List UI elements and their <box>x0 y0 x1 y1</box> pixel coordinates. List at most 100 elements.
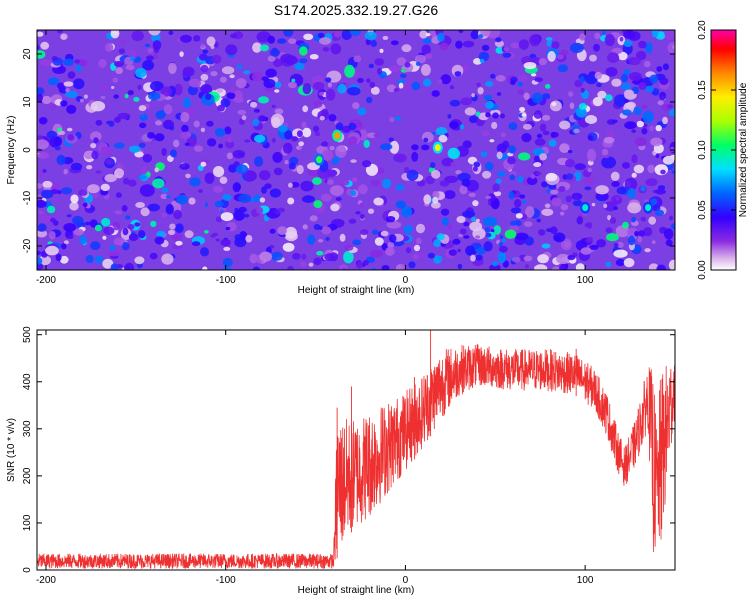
heatmap-cell <box>596 239 607 248</box>
heatmap-cell <box>300 261 307 268</box>
heatmap-cell <box>515 213 523 219</box>
heatmap-cell <box>508 145 516 154</box>
heatmap-cell <box>649 74 659 84</box>
heatmap-cell <box>491 121 498 130</box>
heatmap-cell <box>465 245 475 256</box>
colorbar-tick-label: 0.20 <box>697 20 708 40</box>
heatmap-cell <box>180 131 191 140</box>
heatmap-cell <box>578 103 587 110</box>
heatmap-cell <box>478 51 490 62</box>
heatmap-cell <box>175 223 184 234</box>
heatmap-cell <box>46 205 56 214</box>
heatmap-cell <box>148 92 161 101</box>
heatmap-cell <box>253 108 260 113</box>
heatmap-cell <box>296 146 301 150</box>
heatmap-cell <box>436 233 445 241</box>
heatmap-cell <box>463 235 470 239</box>
heatmap-cell <box>238 206 247 213</box>
colorbar-tick-label: 0.15 <box>697 80 708 100</box>
heatmap-cell <box>38 210 44 215</box>
heatmap-cell <box>508 191 515 200</box>
heatmap-cell <box>622 221 629 229</box>
heatmap-cell <box>382 178 392 189</box>
heatmap-cell <box>200 127 206 133</box>
heatmap-cell <box>111 86 115 89</box>
heatmap-cell <box>390 40 399 46</box>
snr-x-label: Height of straight line (km) <box>298 585 415 596</box>
heatmap-cell <box>250 101 258 108</box>
heatmap-cell <box>498 242 503 247</box>
heatmap-cell <box>147 132 155 139</box>
heatmap-cell <box>669 146 675 152</box>
heatmap-cell <box>522 123 532 130</box>
heatmap-cell <box>359 202 365 207</box>
heatmap-cell <box>627 187 636 199</box>
heatmap-cell <box>351 176 358 183</box>
heatmap-cell <box>216 88 224 93</box>
heatmap-cell <box>90 207 95 211</box>
heatmap-cells <box>37 30 675 270</box>
heatmap-cell <box>662 116 668 125</box>
heatmap-cell <box>456 216 466 223</box>
snr-y-tick-label: 200 <box>22 467 33 484</box>
heatmap-cell <box>90 131 102 142</box>
heatmap-cell <box>499 245 508 253</box>
heatmap-y-tick-label: 0 <box>22 147 33 153</box>
heatmap-cell <box>423 137 429 143</box>
heatmap-cell <box>380 230 389 237</box>
heatmap-cell <box>560 238 572 251</box>
heatmap-cell <box>142 59 155 71</box>
heatmap-cell <box>421 44 431 55</box>
heatmap-cell <box>100 95 106 100</box>
heatmap-cell <box>302 105 309 113</box>
heatmap-cell <box>387 242 395 249</box>
heatmap-cell <box>476 247 486 255</box>
heatmap-cell <box>183 97 191 109</box>
heatmap-cell <box>594 71 602 80</box>
heatmap-cell <box>550 189 559 195</box>
heatmap-cell <box>389 140 400 154</box>
heatmap-cell <box>147 48 154 54</box>
heatmap-cell <box>610 171 620 181</box>
heatmap-cell <box>206 138 217 147</box>
heatmap-cell <box>284 160 289 165</box>
heatmap-cell <box>200 84 212 95</box>
heatmap-cell <box>163 104 173 115</box>
heatmap-cell <box>226 152 234 160</box>
heatmap-cell <box>398 82 404 89</box>
snr-y-tick-label: 0 <box>22 567 33 573</box>
heatmap-cell <box>67 234 74 239</box>
heatmap-cell <box>60 100 68 107</box>
heatmap-cell <box>490 73 496 79</box>
heatmap-cell <box>447 224 453 230</box>
heatmap-y-axis: -20 -10 0 10 20 <box>22 48 675 253</box>
heatmap-cell <box>79 98 84 103</box>
heatmap-cell <box>120 38 127 45</box>
heatmap-cell <box>302 83 312 95</box>
heatmap-cell <box>584 222 590 228</box>
heatmap-cell <box>579 33 586 41</box>
heatmap-cell <box>518 152 531 161</box>
heatmap-cell <box>258 115 266 122</box>
heatmap-cell <box>589 54 597 62</box>
heatmap-cell <box>452 238 461 245</box>
heatmap-cell <box>45 245 59 256</box>
heatmap-cell <box>38 117 48 125</box>
heatmap-cell <box>431 201 441 209</box>
heatmap-cell <box>541 243 551 249</box>
figure-title: S174.2025.332.19.27.G26 <box>274 2 438 18</box>
heatmap-cell <box>370 39 377 48</box>
heatmap-cell <box>560 49 569 56</box>
heatmap-cell <box>422 38 432 44</box>
heatmap-cell <box>332 158 339 165</box>
heatmap-cell <box>546 189 551 194</box>
heatmap-cell <box>243 70 251 75</box>
heatmap-cell <box>215 216 223 223</box>
heatmap-cell <box>341 30 352 41</box>
heatmap-cell <box>603 203 608 209</box>
heatmap-cell <box>318 32 325 39</box>
heatmap-cell <box>115 192 122 198</box>
heatmap-cell <box>91 150 99 160</box>
heatmap-cell <box>339 233 346 242</box>
heatmap-cell <box>648 263 659 270</box>
